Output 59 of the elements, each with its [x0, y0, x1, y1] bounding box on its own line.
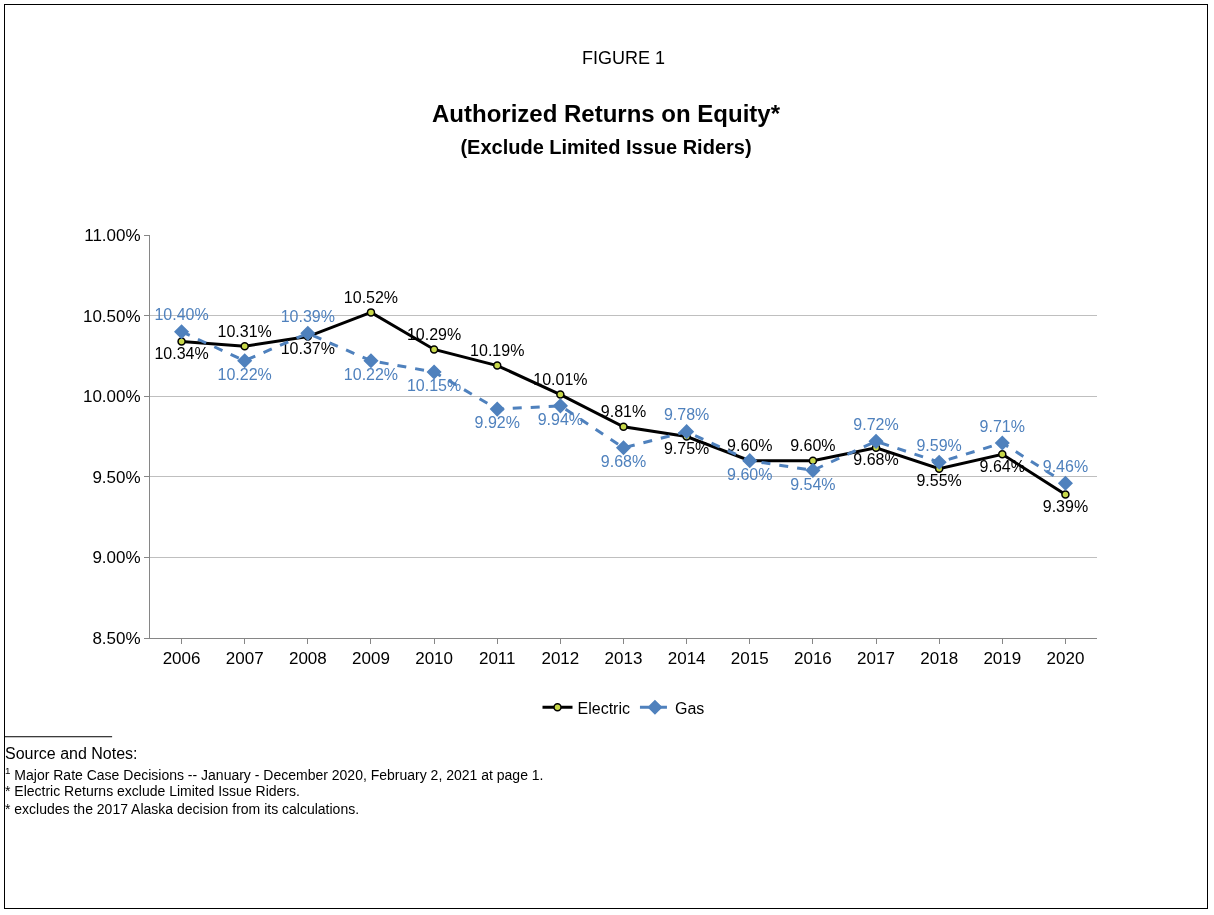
- data-label: 9.78%: [663, 406, 710, 424]
- data-label: 10.40%: [154, 306, 209, 324]
- x-tick-label: 2010: [415, 649, 454, 669]
- data-label: 10.01%: [533, 371, 588, 389]
- source-note: Source and Notes:: [5, 745, 138, 762]
- data-label: 9.68%: [600, 453, 647, 471]
- text: $^{1}$ Major Rate Case Decisions -- January - December 2020, February 2, 2021 at page 1.: [5, 765, 544, 783]
- data-label: 9.72%: [853, 416, 899, 434]
- x-tick-label: 2014: [667, 649, 706, 669]
- x-tick-label: 2016: [793, 649, 832, 669]
- data-label: 9.60%: [727, 465, 773, 483]
- y-tick-label: 9.00%: [92, 548, 141, 568]
- data-label: 9.68%: [853, 451, 899, 469]
- data-label: 10.52%: [343, 289, 399, 307]
- x-tick-label: 2007: [225, 649, 264, 669]
- data-label: 9.60%: [790, 437, 836, 455]
- y-tick-label: 9.50%: [92, 467, 141, 487]
- data-label: 9.46%: [1042, 458, 1089, 475]
- data-label: 9.60%: [727, 437, 773, 455]
- x-tick-label: 2012: [541, 649, 580, 669]
- x-tick-label: 2008: [288, 649, 327, 669]
- x-tick-label: 2017: [857, 649, 895, 669]
- data-label: 9.39%: [1042, 497, 1089, 515]
- data-label: 10.39%: [280, 308, 335, 326]
- text: * excludes the 2017 Alaska decision from its calculations.: [5, 801, 360, 817]
- x-tick-label: 2019: [983, 649, 1022, 669]
- y-tick-label: 10.50%: [82, 306, 141, 326]
- data-label: 9.94%: [537, 411, 584, 429]
- y-tick-label: 10.00%: [82, 387, 141, 407]
- data-label: 9.71%: [979, 417, 1025, 435]
- legend-label: Gas: [674, 699, 705, 717]
- data-label: 10.15%: [406, 377, 462, 395]
- data-label: 10.22%: [343, 365, 399, 383]
- data-label: 10.29%: [406, 326, 462, 344]
- x-tick-label: 2018: [920, 649, 959, 669]
- chart-title: Authorized Returns on Equity*: [432, 100, 781, 128]
- data-label: 9.55%: [916, 472, 962, 490]
- x-tick-label: 2013: [604, 649, 643, 669]
- x-tick-label: 2015: [730, 649, 769, 669]
- caption: FIGURE 1: [582, 48, 666, 68]
- x-tick-label: 2009: [352, 649, 390, 669]
- data-label: 9.81%: [600, 403, 647, 421]
- x-tick-label: 2011: [478, 649, 516, 669]
- chart-subtitle: (Exclude Limited Issue Riders): [460, 135, 752, 158]
- data-label: 9.54%: [790, 475, 836, 493]
- data-label: 10.22%: [217, 365, 272, 383]
- data-label: 10.19%: [470, 342, 525, 360]
- data-label: 9.59%: [916, 437, 962, 455]
- data-label: 10.37%: [280, 339, 335, 357]
- x-tick-label: 2020: [1046, 649, 1085, 669]
- data-label: 9.75%: [663, 439, 710, 457]
- data-label: 10.34%: [154, 344, 209, 362]
- data-label: 10.31%: [217, 322, 272, 340]
- text: * Electric Returns exclude Limited Issue Riders.: [5, 783, 300, 799]
- x-tick-label: 2006: [162, 649, 201, 669]
- data-label: 9.92%: [474, 414, 520, 432]
- y-tick-label: 11.00%: [84, 225, 141, 245]
- legend-label: Electric: [577, 699, 630, 717]
- y-tick-label: 8.50%: [92, 628, 141, 648]
